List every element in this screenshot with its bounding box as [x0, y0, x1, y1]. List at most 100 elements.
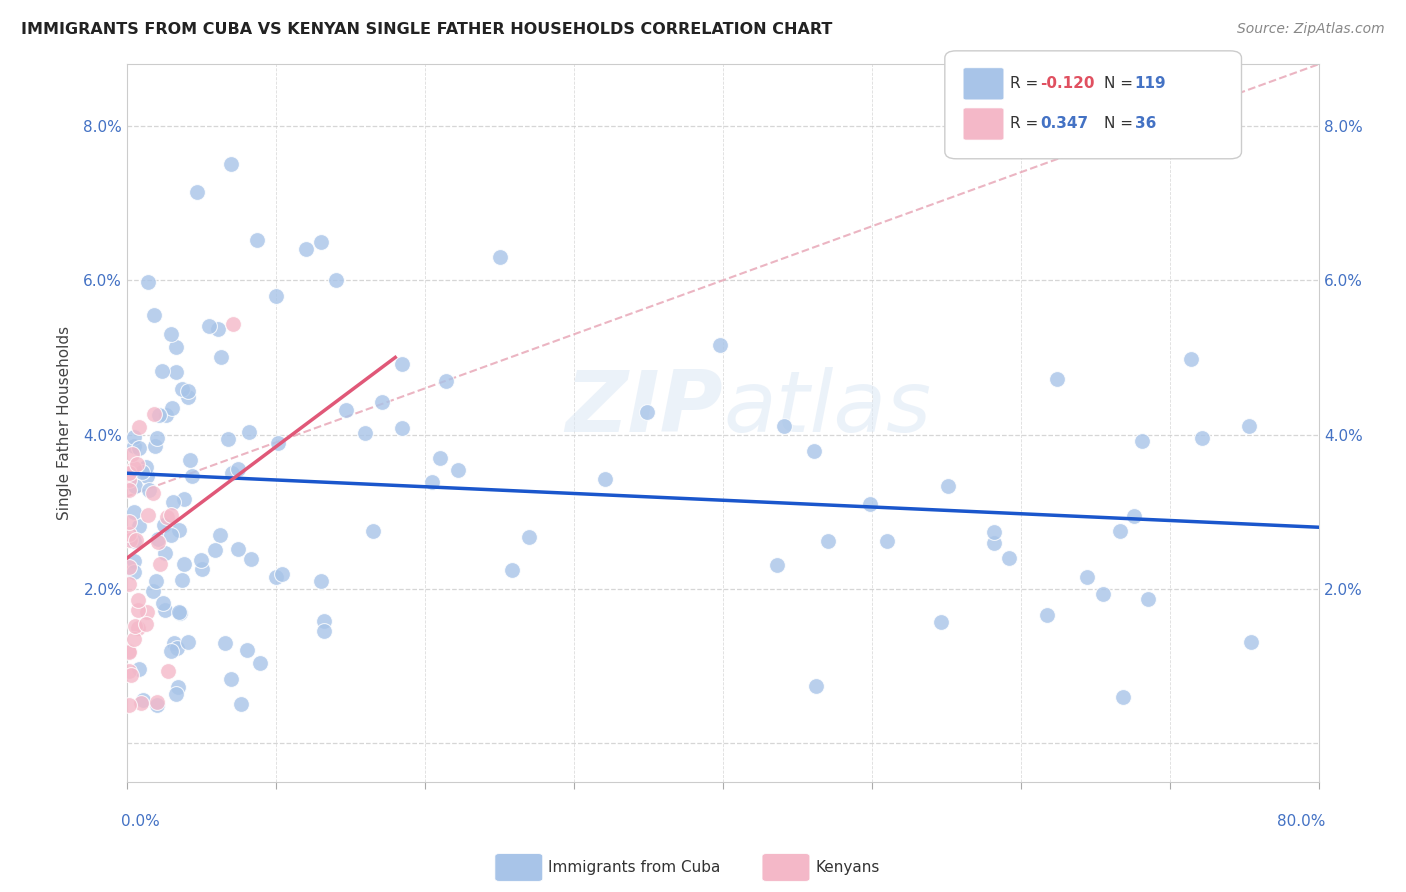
- Point: [138, 275, 160, 289]
- Point: [312, 624, 335, 638]
- Point: [191, 562, 214, 576]
- Point: [429, 451, 451, 466]
- Text: Immigrants from Cuba: Immigrants from Cuba: [548, 860, 721, 874]
- Point: [138, 508, 160, 522]
- Point: [124, 479, 146, 493]
- Point: [295, 243, 318, 257]
- Point: [391, 357, 413, 371]
- Point: [593, 472, 616, 486]
- Point: [117, 466, 139, 480]
- Point: [153, 546, 176, 560]
- Point: [325, 273, 347, 287]
- Point: [1137, 591, 1160, 606]
- Point: [353, 425, 375, 440]
- Point: [173, 491, 195, 506]
- Point: [186, 185, 208, 199]
- Point: [117, 645, 139, 659]
- Point: [1091, 587, 1114, 601]
- Point: [125, 457, 148, 471]
- Point: [128, 518, 150, 533]
- Point: [166, 641, 188, 656]
- Point: [806, 680, 828, 694]
- Point: [150, 364, 173, 378]
- Point: [160, 326, 183, 341]
- Point: [124, 632, 146, 646]
- Point: [163, 635, 186, 649]
- Point: [127, 593, 149, 607]
- Point: [156, 510, 179, 524]
- Point: [143, 439, 166, 453]
- Point: [146, 695, 169, 709]
- Point: [124, 553, 146, 567]
- Point: [190, 553, 212, 567]
- Point: [1112, 690, 1135, 705]
- Point: [155, 603, 177, 617]
- Point: [876, 534, 898, 549]
- Point: [165, 687, 187, 701]
- Point: [146, 431, 169, 445]
- Point: [236, 642, 259, 657]
- Point: [176, 635, 198, 649]
- Point: [198, 319, 221, 334]
- Point: [160, 508, 183, 523]
- Point: [127, 602, 149, 616]
- Point: [217, 432, 239, 446]
- Point: [138, 483, 160, 498]
- Text: 0.0%: 0.0%: [121, 814, 160, 830]
- Text: 80.0%: 80.0%: [1277, 814, 1324, 830]
- Point: [488, 250, 510, 264]
- Point: [124, 505, 146, 519]
- Point: [162, 495, 184, 509]
- Point: [173, 557, 195, 571]
- Point: [142, 308, 165, 322]
- Point: [929, 615, 952, 630]
- Text: N =: N =: [1104, 117, 1137, 131]
- Point: [146, 532, 169, 546]
- Point: [160, 401, 183, 416]
- Point: [267, 436, 290, 450]
- Point: [118, 473, 141, 487]
- Point: [229, 697, 252, 711]
- Point: [817, 533, 839, 548]
- Point: [209, 528, 232, 542]
- Point: [709, 337, 731, 351]
- Point: [636, 405, 658, 419]
- Point: [335, 403, 357, 417]
- Point: [117, 643, 139, 657]
- Point: [207, 321, 229, 335]
- Point: [936, 479, 959, 493]
- Point: [1237, 418, 1260, 433]
- Point: [219, 672, 242, 686]
- Point: [169, 607, 191, 621]
- Point: [118, 533, 141, 547]
- Point: [129, 696, 152, 710]
- Point: [117, 527, 139, 541]
- Point: [124, 565, 146, 579]
- Point: [1046, 372, 1069, 386]
- Point: [766, 558, 789, 572]
- Text: 36: 36: [1135, 117, 1156, 131]
- Point: [120, 668, 142, 682]
- Point: [135, 616, 157, 631]
- Text: Source: ZipAtlas.com: Source: ZipAtlas.com: [1237, 22, 1385, 37]
- Point: [361, 524, 384, 539]
- Point: [167, 523, 190, 537]
- Point: [177, 390, 200, 404]
- Point: [124, 619, 146, 633]
- Text: R =: R =: [1010, 77, 1043, 91]
- Text: N =: N =: [1104, 77, 1137, 91]
- Point: [1240, 635, 1263, 649]
- Point: [226, 541, 249, 556]
- Point: [221, 467, 243, 481]
- Point: [983, 536, 1005, 550]
- Point: [1180, 352, 1202, 367]
- Point: [148, 408, 170, 422]
- Point: [128, 420, 150, 434]
- Point: [221, 157, 243, 171]
- Text: ZIP: ZIP: [565, 368, 723, 450]
- Point: [125, 533, 148, 548]
- Point: [501, 563, 523, 577]
- Text: atlas: atlas: [723, 368, 931, 450]
- Point: [434, 374, 457, 388]
- Text: R =: R =: [1010, 117, 1043, 131]
